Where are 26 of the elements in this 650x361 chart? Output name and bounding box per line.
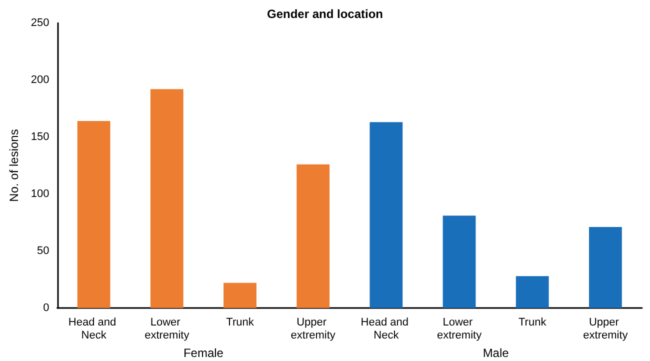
y-axis-title: No. of lesions xyxy=(7,129,21,202)
x-tick-label: Trunk xyxy=(226,316,254,328)
bar xyxy=(442,216,476,308)
x-tick-label: Upper extremity xyxy=(583,316,628,342)
x-tick-label: Head and Neck xyxy=(68,316,120,342)
text: Male xyxy=(482,346,510,360)
bar xyxy=(589,227,622,308)
chart-title: Gender and location xyxy=(266,7,384,21)
x-tick-label: Trunk xyxy=(518,316,547,328)
x-tick-label: Lower extremity xyxy=(144,316,190,342)
x-tick-label: Upper extremity xyxy=(290,316,336,342)
bar xyxy=(296,164,330,308)
bar xyxy=(516,276,549,308)
bar xyxy=(77,121,110,308)
y-tick-label: 250 xyxy=(30,17,50,29)
y-tick-label: 0 xyxy=(43,302,50,314)
x-tick-label: Head and Neck xyxy=(360,316,412,342)
y-tick-label: 150 xyxy=(30,131,50,143)
bar xyxy=(150,89,184,308)
y-tick-label: 50 xyxy=(37,245,50,257)
y-tick-label: 100 xyxy=(30,188,50,200)
bar xyxy=(370,122,403,308)
y-tick-label: 200 xyxy=(30,74,50,86)
x-tick-label: Lower extremity xyxy=(436,316,482,342)
bar xyxy=(224,282,256,308)
text: Female xyxy=(183,346,224,360)
